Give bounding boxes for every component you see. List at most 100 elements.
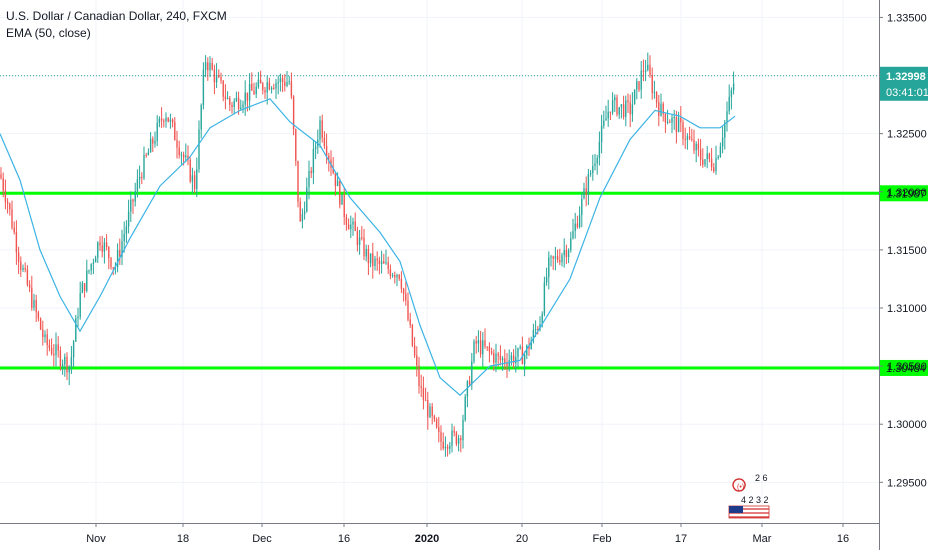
candle-body: [504, 358, 506, 364]
candle-body: [354, 221, 356, 231]
x-tick-label: Mar: [753, 533, 772, 545]
candle-body: [444, 446, 447, 449]
candle-body: [548, 257, 550, 277]
candle-body: [570, 238, 572, 251]
candle-body: [127, 211, 130, 227]
candle-body: [207, 62, 209, 71]
candle-body: [39, 318, 42, 330]
candle-body: [2, 178, 4, 191]
candle-body: [466, 381, 469, 397]
candle-body: [497, 353, 499, 356]
watermark-flag-icon: 2 6 (•) 4 2 3 2: [728, 473, 770, 519]
candle-body: [583, 188, 585, 199]
candle-body: [550, 256, 552, 258]
candle-body: [185, 155, 187, 158]
candle-body: [554, 256, 557, 259]
candle-body: [658, 102, 660, 116]
y-tick-label: 1.31000: [887, 303, 927, 315]
candle-body: [671, 117, 673, 123]
candle-body: [215, 74, 218, 83]
candle-body: [717, 156, 719, 159]
candle-body: [367, 248, 370, 264]
candle-body: [693, 139, 695, 151]
candle-body: [660, 103, 662, 116]
candle-body: [20, 261, 22, 270]
candle-body: [213, 69, 216, 83]
candle-body: [160, 118, 163, 121]
x-tick-label: 17: [675, 533, 687, 545]
candle-body: [581, 198, 583, 216]
candle-body: [585, 188, 587, 195]
countdown-label: 03:41:01: [886, 87, 929, 99]
candle-body: [598, 141, 601, 159]
candle-body: [567, 250, 570, 258]
candle-body: [378, 260, 381, 264]
y-tick-label: 1.30500: [887, 361, 927, 373]
candle-body: [402, 288, 405, 294]
y-tick-label: 1.32500: [887, 129, 927, 141]
candle-body: [72, 341, 75, 358]
candle-body: [396, 274, 398, 278]
candle-body: [438, 427, 440, 433]
y-tick-label: 1.31500: [887, 245, 927, 257]
candle-body: [468, 381, 471, 385]
candle-body: [449, 445, 451, 449]
candle-body: [224, 96, 227, 99]
candle-body: [145, 154, 147, 156]
candle-body: [706, 153, 708, 160]
candle-body: [22, 268, 24, 270]
candle-body: [136, 179, 139, 192]
candle-body: [130, 199, 132, 212]
candle-body: [724, 122, 726, 138]
candle-body: [433, 415, 436, 420]
candle-body: [473, 341, 475, 362]
candle-body: [541, 314, 543, 325]
level-price-label: 1.30484: [886, 363, 926, 375]
candle-body: [713, 167, 715, 172]
candle-body: [50, 347, 53, 354]
horizontal-levels[interactable]: 1.31987 1.30484: [0, 185, 928, 376]
candle-body: [66, 356, 68, 373]
candle-body: [83, 283, 86, 291]
candle-body: [655, 92, 658, 103]
candle-body: [680, 117, 682, 123]
candle-body: [86, 270, 88, 291]
candle-body: [594, 163, 596, 166]
level-price-tag: [880, 185, 928, 202]
candle-body: [152, 138, 154, 144]
candle-body: [149, 138, 152, 153]
candle-body: [165, 117, 167, 122]
candle-body: [455, 432, 458, 444]
candle-body: [286, 82, 288, 86]
candle-body: [352, 221, 354, 225]
candle-body: [647, 64, 649, 71]
candle-body: [405, 293, 407, 301]
y-tick-label: 1.33500: [887, 12, 927, 24]
candle-body: [339, 180, 341, 205]
candle-body: [200, 105, 202, 130]
candle-body: [134, 191, 136, 202]
candle-body: [323, 137, 326, 147]
y-tick-label: 1.32000: [887, 187, 927, 199]
candle-body: [28, 284, 31, 288]
candle-body: [209, 62, 211, 71]
candle-body: [26, 269, 29, 285]
candle-body: [15, 232, 18, 253]
grid-lines: [0, 0, 879, 523]
candle-body: [279, 78, 282, 83]
candle-body: [376, 258, 378, 261]
candle-body: [46, 334, 48, 345]
candle-body: [11, 209, 13, 228]
candle-body: [321, 120, 323, 138]
candle-body: [673, 117, 675, 119]
candle-body: [416, 355, 418, 366]
x-tick-label: 16: [837, 533, 849, 545]
candle-body: [57, 344, 59, 351]
candle-body: [490, 351, 493, 354]
candle-body: [435, 419, 438, 428]
candle-body: [589, 173, 592, 175]
candle-body: [334, 173, 337, 187]
candle-body: [603, 120, 605, 126]
candle-body: [440, 432, 442, 442]
